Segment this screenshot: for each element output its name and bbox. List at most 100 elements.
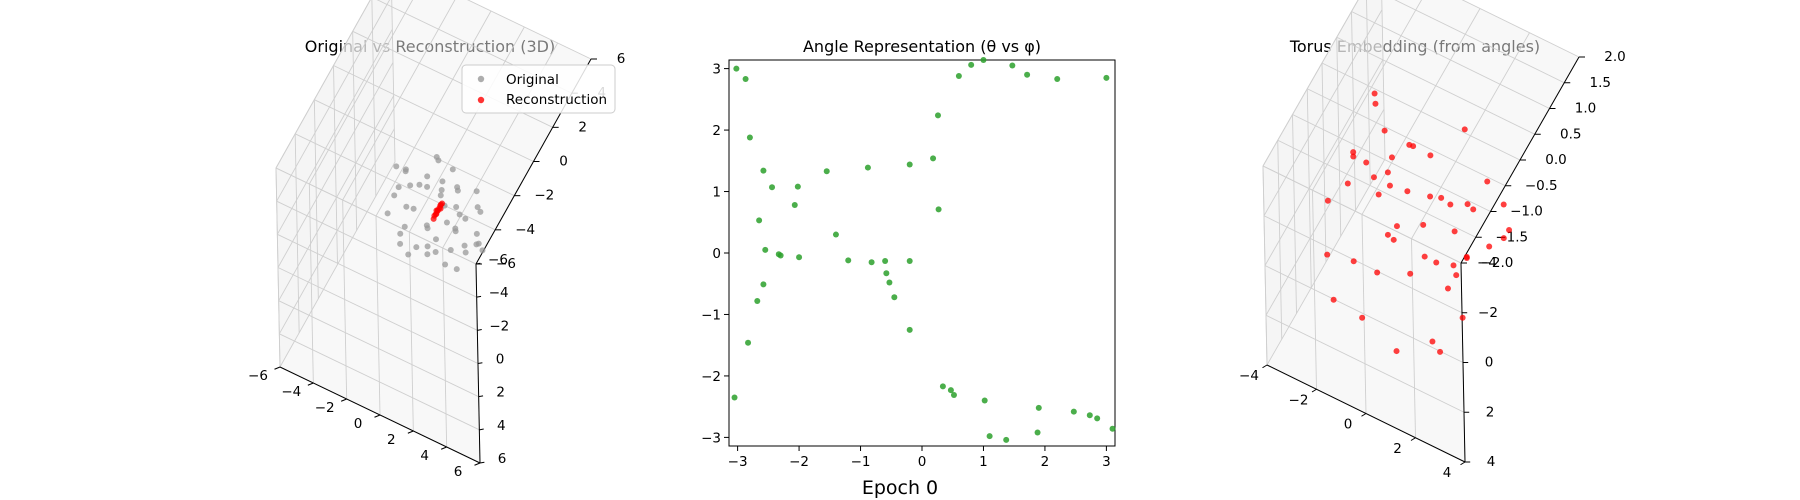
y-tick-label: 6 bbox=[498, 451, 507, 467]
data-point-series-0 bbox=[1393, 223, 1400, 230]
data-point-angle bbox=[1094, 415, 1101, 422]
x-tick-label: 0 bbox=[354, 416, 363, 432]
y-tick-mark bbox=[478, 395, 484, 398]
figure-suptitle: Epoch 0 bbox=[862, 477, 938, 499]
y-tick-label: −6 bbox=[488, 252, 508, 268]
data-point-original bbox=[461, 242, 468, 249]
data-point-series-0 bbox=[1459, 314, 1466, 321]
z-tick-label: −6 bbox=[496, 256, 516, 272]
y-tick-label: −4 bbox=[1477, 255, 1497, 271]
x-tick-label: 2 bbox=[1041, 454, 1050, 470]
z-tick-label: −0.5 bbox=[1525, 178, 1558, 194]
data-point-original bbox=[439, 178, 446, 185]
gridline-z bbox=[1262, 165, 1462, 264]
data-point-original bbox=[452, 225, 459, 232]
data-point-series-0 bbox=[1427, 193, 1434, 200]
data-point-original bbox=[391, 192, 398, 199]
data-point-series-0 bbox=[1470, 206, 1477, 213]
data-point-angle bbox=[935, 206, 942, 213]
data-point-angle bbox=[986, 433, 993, 440]
data-point-series-0 bbox=[1370, 174, 1377, 181]
data-point-angle bbox=[864, 164, 871, 171]
x-tick-mark bbox=[474, 462, 481, 466]
x-tick-mark bbox=[374, 414, 381, 418]
data-point-series-0 bbox=[1384, 231, 1391, 238]
y-tick-label: 0 bbox=[1485, 355, 1494, 371]
y-tick-label: 2 bbox=[1486, 404, 1495, 420]
data-point-angle bbox=[906, 257, 913, 264]
data-point-original bbox=[456, 211, 463, 218]
data-point-angle bbox=[794, 183, 801, 190]
gridline-z bbox=[1461, 0, 1580, 58]
y-tick-label: 0 bbox=[712, 246, 721, 262]
data-point-original bbox=[473, 230, 480, 237]
data-point-series-0 bbox=[1350, 149, 1357, 156]
x-tick-label: 6 bbox=[454, 464, 463, 480]
z-tick-label: 1.5 bbox=[1590, 75, 1611, 91]
data-point-series-0 bbox=[1388, 154, 1395, 161]
x-tick-mark bbox=[1460, 461, 1466, 466]
data-point-series-0 bbox=[1444, 285, 1451, 292]
data-point-series-0 bbox=[1407, 270, 1414, 277]
data-point-angle bbox=[796, 254, 803, 261]
panel-angle-representation: Angle Representation (θ vs φ) −3 −2 −1 0 1 2 3… bbox=[701, 37, 1116, 470]
gridline-z bbox=[352, 31, 358, 231]
x-tick-label: −6 bbox=[248, 368, 268, 384]
gridline-y bbox=[276, 200, 477, 298]
z-tick-label: 1.0 bbox=[1575, 101, 1596, 117]
gridline-z bbox=[1292, 114, 1491, 212]
gridline-z bbox=[1336, 37, 1342, 237]
data-point-angle bbox=[731, 394, 738, 401]
gridline-y bbox=[278, 300, 479, 398]
gridline-z bbox=[1277, 139, 1476, 238]
y-tick-label: 2 bbox=[712, 123, 721, 139]
data-point-angle bbox=[882, 257, 889, 264]
y-tick-label: 1 bbox=[712, 185, 721, 201]
plot-area-angle-representation: −3 −2 −1 0 1 2 3 −3 −2 −1 0 1 2 3 bbox=[701, 57, 1116, 470]
data-point-original bbox=[405, 251, 412, 258]
data-point-angle bbox=[980, 57, 987, 63]
plot-frame bbox=[728, 59, 1116, 447]
gridline-y bbox=[277, 233, 478, 331]
x-tick-label: 3 bbox=[1102, 454, 1111, 470]
gridline-z bbox=[333, 65, 534, 162]
data-point-angle bbox=[1086, 412, 1093, 419]
data-point-original bbox=[424, 173, 431, 180]
y-tick-mark bbox=[479, 428, 484, 431]
gridline-y bbox=[279, 333, 480, 431]
data-point-angle bbox=[906, 326, 913, 333]
legend-label-reconstruction: Reconstruction bbox=[506, 92, 607, 108]
x-tick-label: 2 bbox=[387, 432, 396, 448]
y-tick-label: 3 bbox=[712, 62, 721, 78]
data-point-original bbox=[407, 182, 414, 189]
data-point-reconstruction bbox=[430, 215, 437, 222]
data-point-angle bbox=[947, 387, 954, 394]
data-point-series-0 bbox=[1350, 153, 1357, 160]
data-point-original bbox=[477, 208, 484, 215]
data-point-angle bbox=[950, 391, 957, 398]
x-tick-label: 0 bbox=[918, 454, 927, 470]
x-tick-label: −2 bbox=[315, 400, 335, 416]
data-point-series-0 bbox=[1384, 169, 1391, 176]
data-point-series-0 bbox=[1429, 338, 1436, 345]
data-point-series-0 bbox=[1451, 228, 1458, 235]
gridline-y bbox=[1265, 314, 1465, 413]
data-point-series-0 bbox=[1324, 197, 1331, 204]
data-point-reconstruction bbox=[433, 207, 440, 214]
data-point-series-0 bbox=[1330, 296, 1337, 303]
gridline-z bbox=[313, 99, 319, 299]
data-point-angle bbox=[1009, 62, 1016, 69]
x-tick-mark bbox=[307, 382, 314, 386]
data-point-angle bbox=[762, 246, 769, 253]
data-point-series-0 bbox=[1420, 221, 1427, 228]
x-tick-label: −1 bbox=[851, 454, 871, 470]
data-point-original bbox=[473, 241, 480, 248]
x-tick-mark bbox=[440, 446, 447, 450]
data-point-angle bbox=[823, 168, 830, 175]
data-point-series-0 bbox=[1390, 236, 1397, 243]
data-point-series-0 bbox=[1484, 178, 1491, 185]
z-tick-label: 0.0 bbox=[1545, 152, 1566, 168]
data-point-original bbox=[413, 244, 420, 251]
z-tick-label: 6 bbox=[617, 51, 626, 67]
